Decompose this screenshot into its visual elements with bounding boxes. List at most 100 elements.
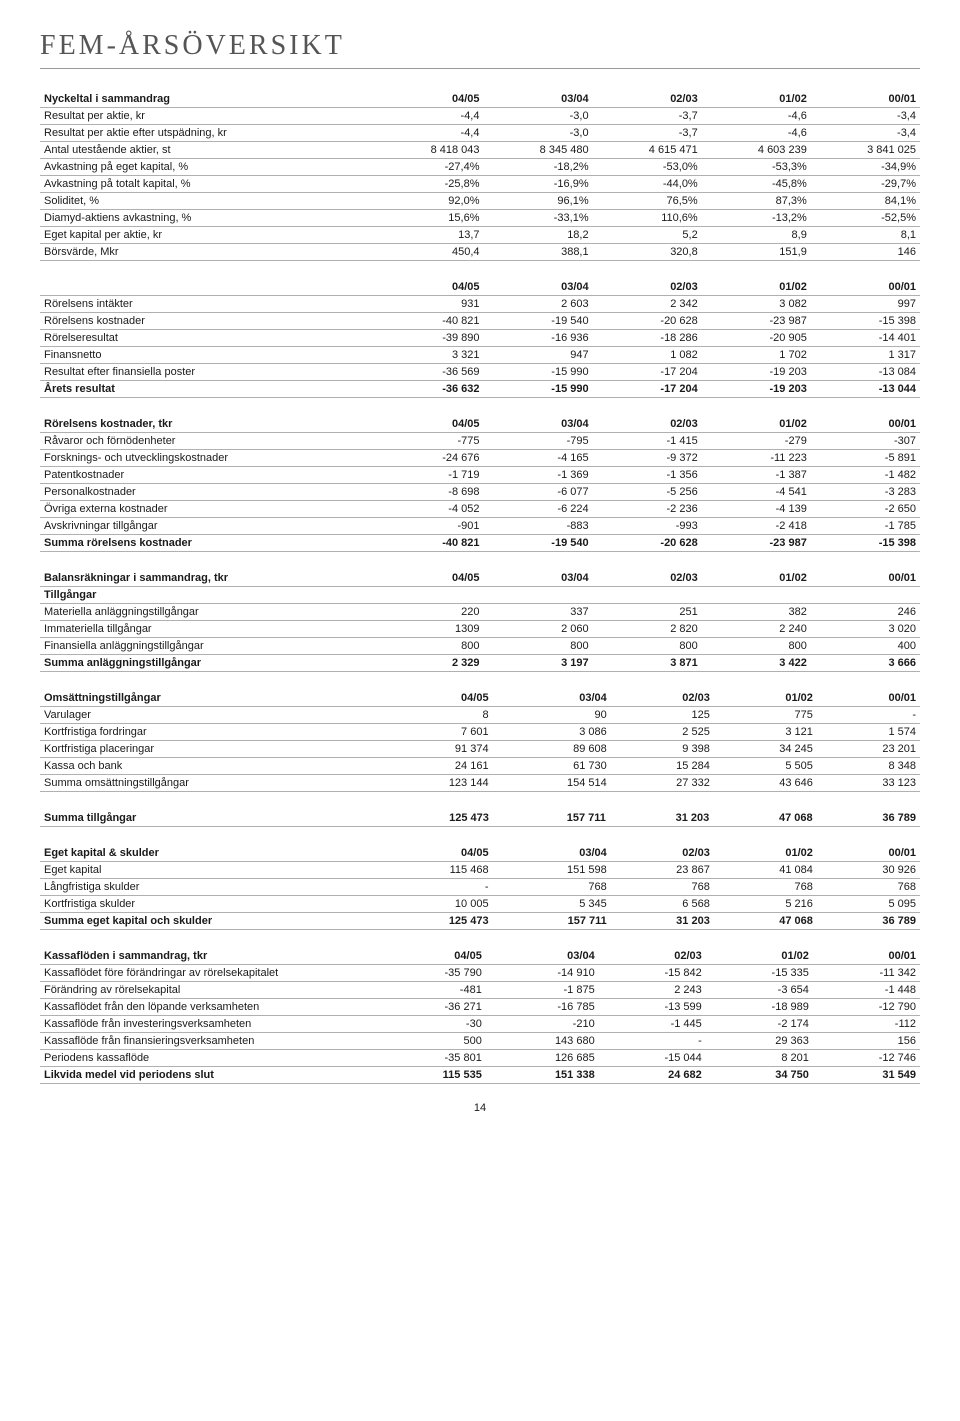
cell-value: -4,6 (702, 108, 811, 125)
cell-value: 2 240 (702, 621, 811, 638)
cell-value: 3 082 (702, 296, 811, 313)
cell-value: 320,8 (593, 244, 702, 261)
row-label: Avkastning på eget kapital, % (40, 159, 374, 176)
cell-value: 143 680 (486, 1033, 599, 1050)
cell-value: 8,9 (702, 227, 811, 244)
table-row: Summa rörelsens kostnader-40 821-19 540-… (40, 535, 920, 552)
table-row: Patentkostnader-1 719-1 369-1 356-1 387-… (40, 467, 920, 484)
table-header-row: Eget kapital & skulder04/0503/0402/0301/… (40, 845, 920, 862)
cell-value: 1309 (374, 621, 483, 638)
cell-value: -23 987 (702, 535, 811, 552)
cell-value: 3 666 (811, 655, 920, 672)
cell-value: -3 654 (706, 982, 813, 999)
cell-value: 2 342 (593, 296, 702, 313)
cell-value: -16 785 (486, 999, 599, 1016)
cell-value: 18,2 (484, 227, 593, 244)
cell-value: 151 598 (493, 862, 611, 879)
cell-value: -53,3% (702, 159, 811, 176)
table-header-row: Balansräkningar i sammandrag, tkr04/0503… (40, 570, 920, 587)
table-header-row: 04/0503/0402/0301/0200/01 (40, 279, 920, 296)
row-label: Kassaflöde från finansieringsverksamhete… (40, 1033, 374, 1050)
table-row: Summa omsättningstillgångar123 144154 51… (40, 775, 920, 792)
table-header-row: Nyckeltal i sammandrag04/0503/0402/0301/… (40, 91, 920, 108)
cell-value: -52,5% (811, 210, 920, 227)
tables-container: Nyckeltal i sammandrag04/0503/0402/0301/… (40, 91, 920, 1084)
cell-value: -1 875 (486, 982, 599, 999)
table-row: Börsvärde, Mkr450,4388,1320,8151,9146 (40, 244, 920, 261)
cell-value: 3 871 (593, 655, 702, 672)
row-label: Rörelseresultat (40, 330, 374, 347)
table-row: Summa anläggningstillgångar2 3293 1973 8… (40, 655, 920, 672)
cell-value: -13 044 (811, 381, 920, 398)
cell-value: -3 283 (811, 484, 920, 501)
cell-value: -3,0 (484, 125, 593, 142)
cell-value: -993 (593, 518, 702, 535)
cell-value: -39 890 (374, 330, 483, 347)
cell-value: -18 989 (706, 999, 813, 1016)
cell-value: -6 224 (484, 501, 593, 518)
cell-value: -4 165 (484, 450, 593, 467)
cell-value: 3 197 (484, 655, 593, 672)
table-column-header: 00/01 (811, 416, 920, 433)
table-row: Rörelsens kostnader-40 821-19 540-20 628… (40, 313, 920, 330)
table-row: Råvaror och förnödenheter-775-795-1 415-… (40, 433, 920, 450)
cell-value: 800 (484, 638, 593, 655)
cell-value: -307 (811, 433, 920, 450)
table-row: Personalkostnader-8 698-6 077-5 256-4 54… (40, 484, 920, 501)
table-row: Kassaflöde från finansieringsverksamhete… (40, 1033, 920, 1050)
cell-value: 3 422 (702, 655, 811, 672)
cell-value: 33 123 (817, 775, 920, 792)
cell-value: 61 730 (493, 758, 611, 775)
cell-value: 27 332 (611, 775, 714, 792)
table-column-header: 01/02 (702, 570, 811, 587)
cell-value: 2 243 (599, 982, 706, 999)
cell-value: -23 987 (702, 313, 811, 330)
table-row: Kortfristiga skulder10 0055 3456 5685 21… (40, 896, 920, 913)
cell-value: 15 284 (611, 758, 714, 775)
cell-value: -15 398 (811, 313, 920, 330)
table-column-header: 01/02 (706, 948, 813, 965)
cell-value: -15 990 (484, 381, 593, 398)
row-label: Avkastning på totalt kapital, % (40, 176, 374, 193)
cell-value: 3 121 (714, 724, 817, 741)
cell-value: 47 068 (714, 913, 817, 930)
table-row: Finansnetto3 3219471 0821 7021 317 (40, 347, 920, 364)
cell-value: 5,2 (593, 227, 702, 244)
cell-value: 34 750 (706, 1067, 813, 1084)
cell-value: 43 646 (714, 775, 817, 792)
cell-value: -35 801 (374, 1050, 485, 1067)
cell-value: -3,4 (811, 108, 920, 125)
row-label: Patentkostnader (40, 467, 374, 484)
cell-value: 337 (484, 604, 593, 621)
row-label: Finansnetto (40, 347, 374, 364)
cell-value (374, 587, 483, 604)
cell-value: 115 468 (374, 862, 492, 879)
cell-value: 5 345 (493, 896, 611, 913)
cell-value: -1 356 (593, 467, 702, 484)
cell-value: -2 174 (706, 1016, 813, 1033)
cell-value: -1 482 (811, 467, 920, 484)
table-column-header: 03/04 (493, 845, 611, 862)
cell-value: 2 525 (611, 724, 714, 741)
table-header-label (40, 279, 374, 296)
cell-value: -17 204 (593, 364, 702, 381)
cell-value: -1 719 (374, 467, 483, 484)
row-label: Summa tillgångar (40, 810, 374, 827)
cell-value: 24 682 (599, 1067, 706, 1084)
cell-value: 768 (817, 879, 920, 896)
cell-value: 146 (811, 244, 920, 261)
financial-table: 04/0503/0402/0301/0200/01Rörelsens intäk… (40, 279, 920, 398)
financial-table: Kassaflöden i sammandrag, tkr04/0503/040… (40, 948, 920, 1084)
cell-value: 8 201 (706, 1050, 813, 1067)
cell-value: 2 820 (593, 621, 702, 638)
cell-value: 31 203 (611, 913, 714, 930)
row-label: Resultat per aktie, kr (40, 108, 374, 125)
cell-value: - (817, 707, 920, 724)
row-label: Materiella anläggningstillgångar (40, 604, 374, 621)
cell-value: -53,0% (593, 159, 702, 176)
table-row: Kortfristiga fordringar7 6013 0862 5253 … (40, 724, 920, 741)
table-column-header: 00/01 (811, 570, 920, 587)
financial-table: Balansräkningar i sammandrag, tkr04/0503… (40, 570, 920, 672)
table-column-header: 00/01 (811, 279, 920, 296)
cell-value (811, 587, 920, 604)
